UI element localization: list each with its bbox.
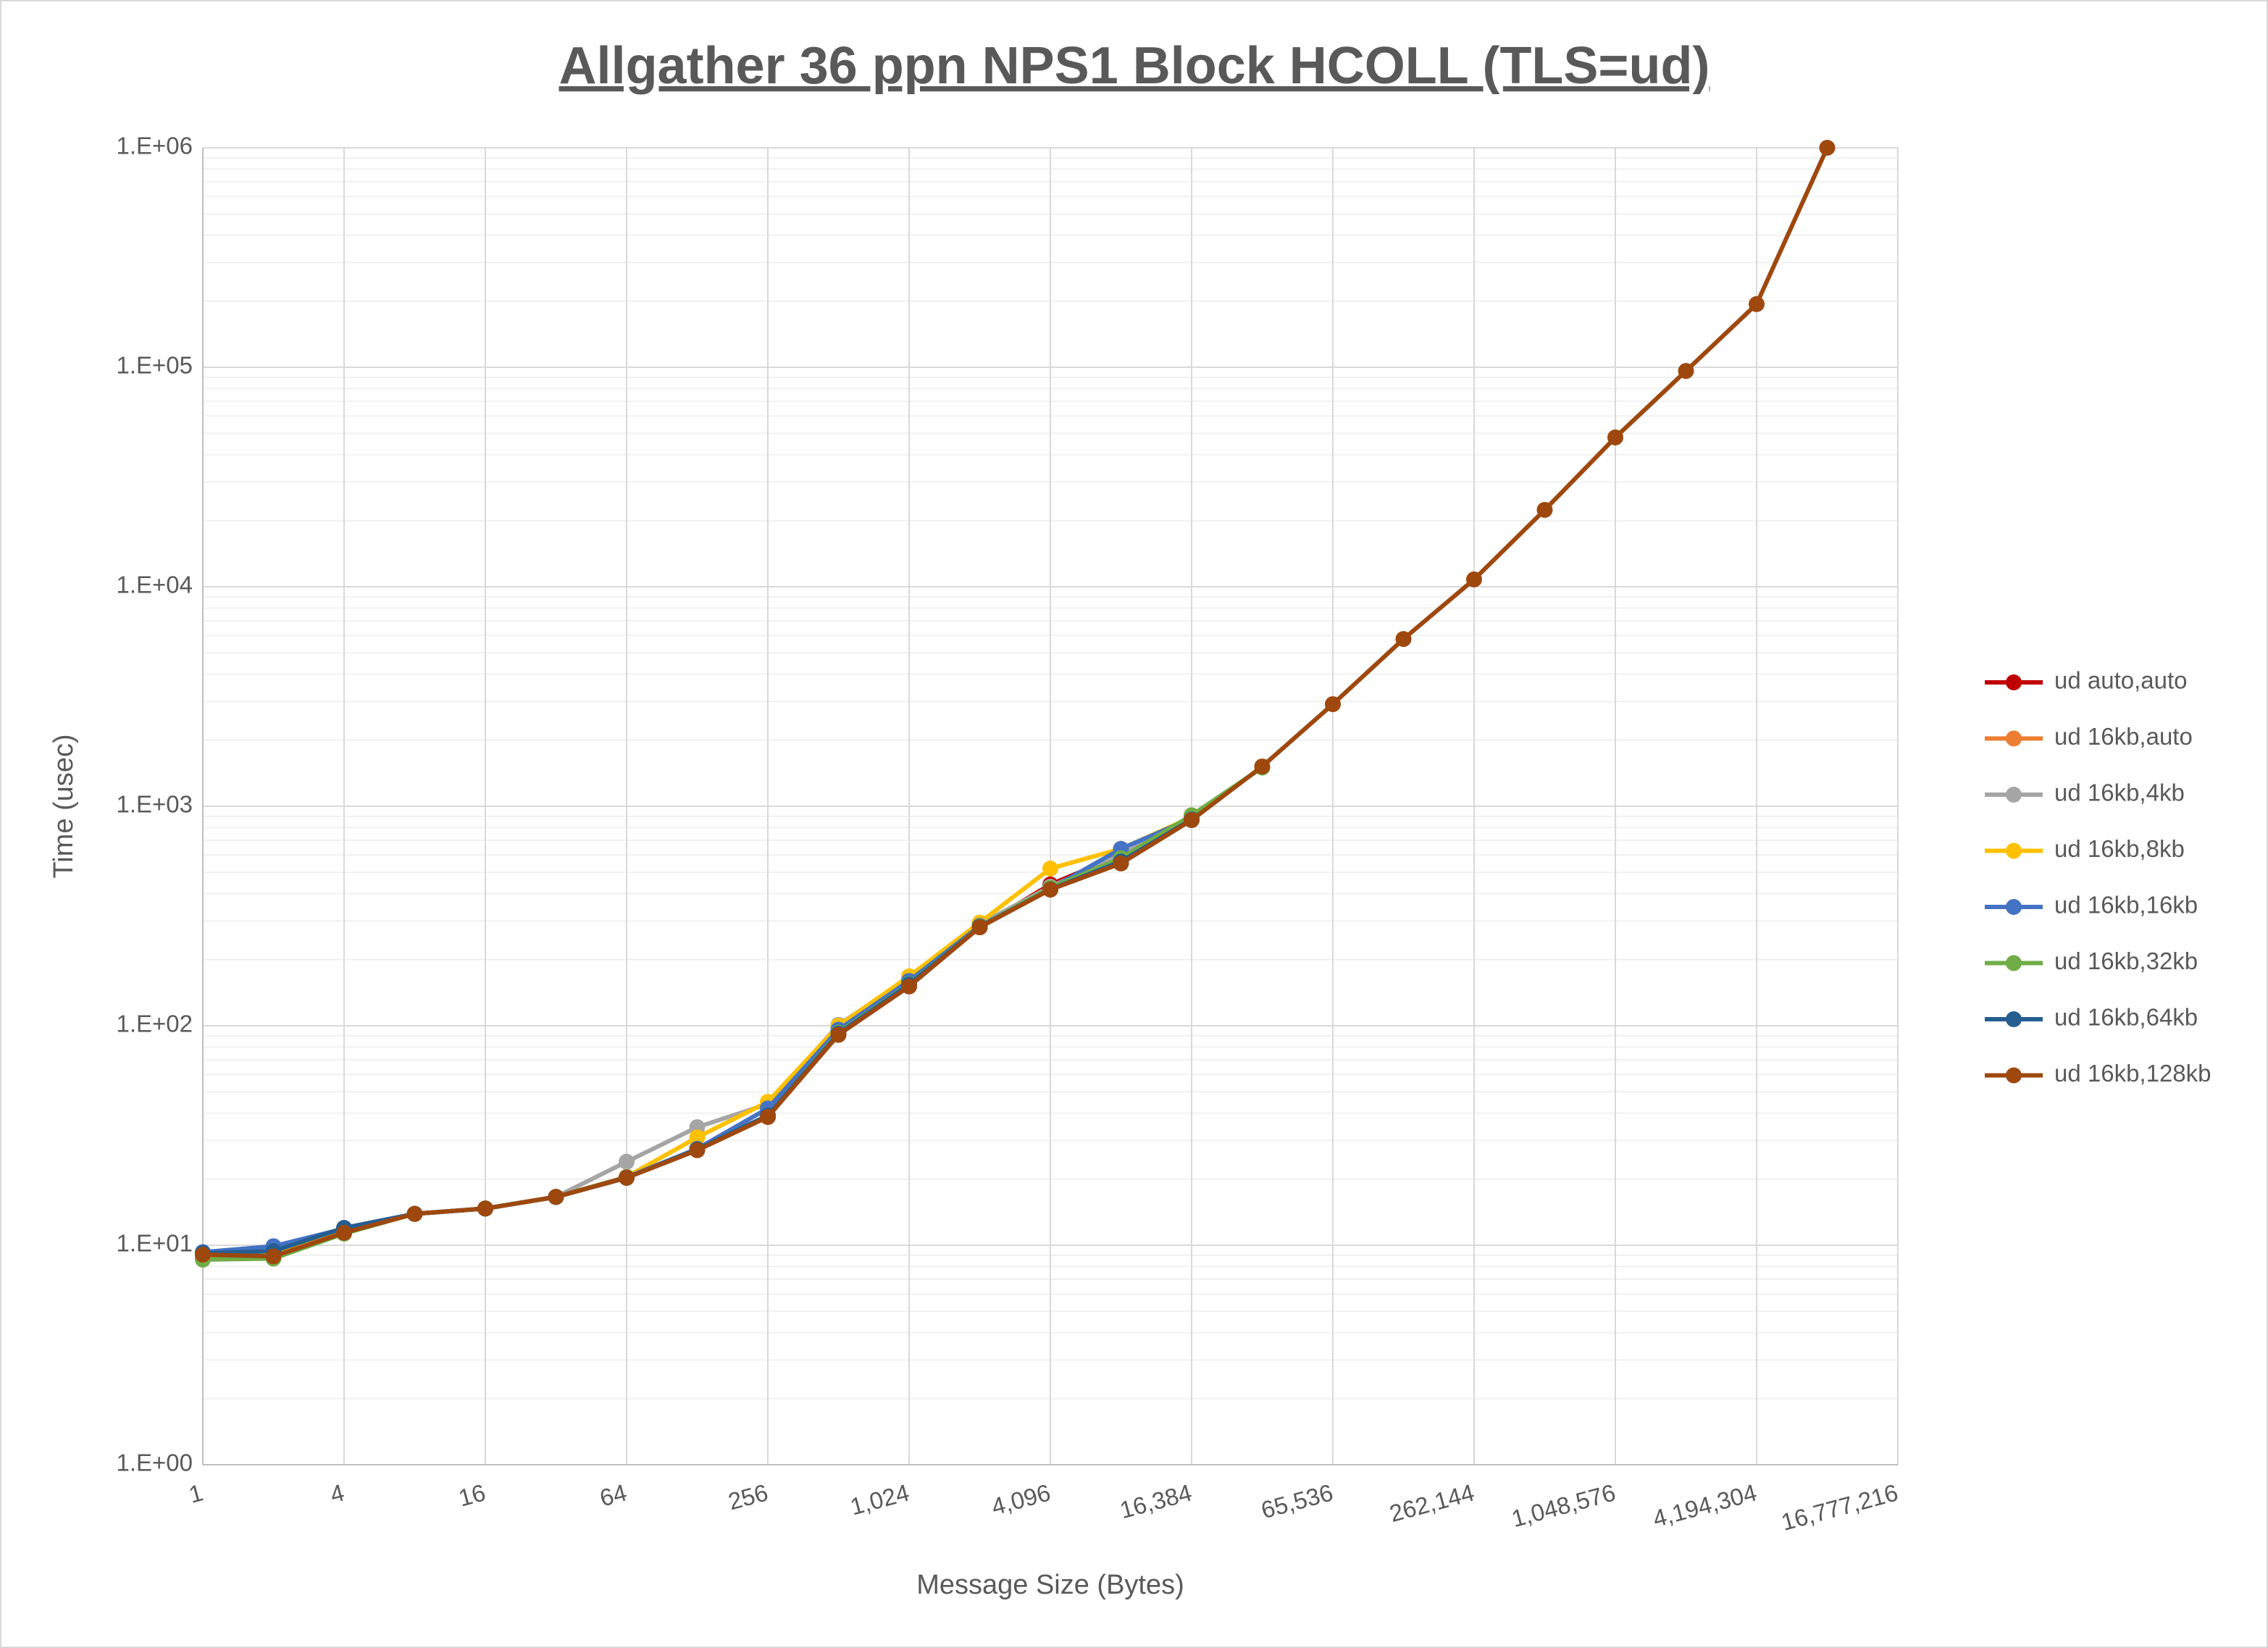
x-axis-title: Message Size (Bytes) [916, 1570, 1184, 1600]
data-point [830, 1026, 847, 1043]
data-point [1042, 861, 1058, 877]
y-tick-label: 1.E+06 [116, 133, 193, 159]
y-tick-label: 1.E+04 [116, 572, 193, 598]
y-tick-label: 1.E+01 [116, 1230, 193, 1257]
y-tick-label: 1.E+02 [116, 1011, 193, 1037]
legend-marker [2006, 899, 2022, 915]
legend-marker [2006, 674, 2022, 690]
legend-marker [2006, 787, 2022, 803]
y-tick-label: 1.E+00 [116, 1450, 193, 1476]
data-point [1819, 140, 1836, 156]
data-point [1184, 812, 1200, 829]
data-point [548, 1189, 564, 1205]
data-point [1749, 296, 1765, 312]
legend-label: ud 16kb,16kb [2054, 892, 2198, 919]
data-point [901, 978, 917, 995]
data-point [477, 1200, 493, 1217]
data-point [689, 1129, 706, 1146]
chart-title: Allgather 36 ppn NPS1 Block HCOLL (TLS=u… [559, 37, 1710, 95]
legend-label: ud 16kb,4kb [2054, 779, 2185, 806]
data-point [1254, 758, 1271, 775]
legend-label: ud 16kb,64kb [2054, 1004, 2198, 1031]
legend-label: ud auto,auto [2054, 667, 2188, 694]
data-point [689, 1142, 706, 1158]
legend-marker [2006, 730, 2022, 747]
y-axis-title: Time (usec) [49, 734, 79, 878]
legend-marker [2006, 1011, 2022, 1027]
y-tick-label: 1.E+05 [116, 352, 193, 379]
y-tick-label: 1.E+03 [116, 791, 193, 818]
data-point [971, 919, 988, 936]
data-point [1678, 363, 1694, 380]
data-point [619, 1153, 635, 1170]
data-point [1536, 501, 1553, 518]
legend-label: ud 16kb,8kb [2054, 835, 2185, 862]
data-point [406, 1205, 423, 1222]
legend-marker [2006, 842, 2022, 859]
series-line [202, 146, 1830, 1259]
data-point [1607, 429, 1623, 446]
data-point [1466, 571, 1482, 587]
data-point [1395, 631, 1412, 648]
legend-marker [2006, 955, 2022, 971]
data-point [1113, 855, 1129, 871]
data-point [1325, 696, 1341, 713]
legend-label: ud 16kb,128kb [2054, 1060, 2211, 1087]
data-point [619, 1169, 635, 1186]
data-point [760, 1108, 776, 1125]
legend-marker [2006, 1067, 2022, 1084]
data-point [336, 1224, 352, 1241]
data-point [1042, 882, 1058, 898]
data-point [195, 1246, 211, 1263]
data-point [265, 1248, 282, 1265]
legend-label: ud 16kb,auto [2054, 723, 2193, 750]
legend-label: ud 16kb,32kb [2054, 948, 2198, 974]
